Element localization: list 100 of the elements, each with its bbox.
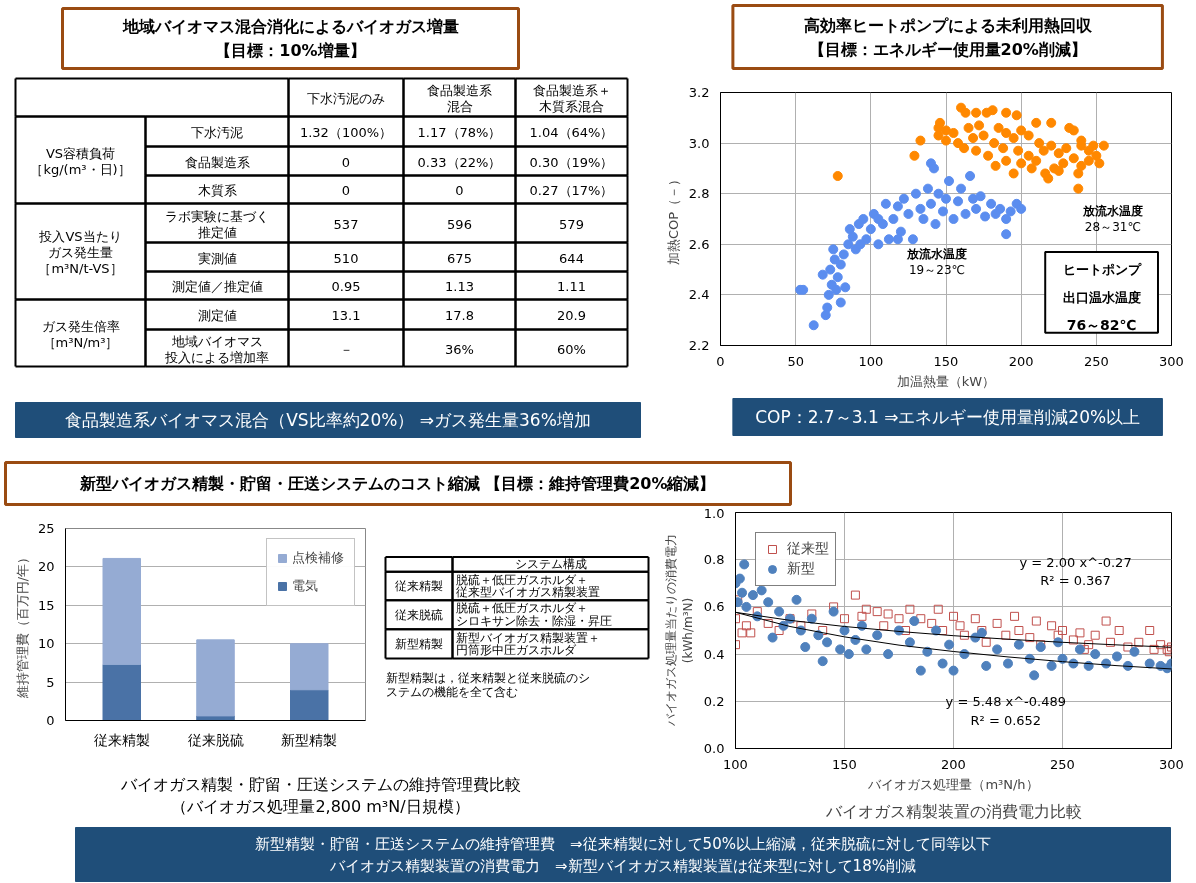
text: 579 (559, 216, 584, 232)
text: 0.95 (331, 279, 361, 294)
text: 0.30（19%） (529, 154, 614, 170)
text: 0 (341, 154, 351, 170)
point (1025, 633, 1035, 643)
point (1123, 642, 1133, 652)
point (992, 618, 1002, 628)
point (1134, 637, 1144, 647)
text: バイオガス精製装置の消費電力 ⇒新型バイオガス精製装置は従来型に対して18%削減 (329, 856, 916, 875)
point (818, 626, 828, 635)
x-tick-label: 250 (1050, 756, 1075, 772)
text: 投入による増加率 (164, 349, 269, 365)
text: 木質系混合 (539, 99, 604, 114)
annotation: R² = 0.367 (1040, 573, 1111, 589)
point (1014, 626, 1024, 635)
x-tick-label: 従来精製 (93, 731, 150, 748)
point (774, 626, 784, 635)
y-tick-label: 25 (37, 521, 55, 536)
text: 13.1 (331, 308, 361, 323)
text: 実測値 (197, 250, 237, 266)
point (894, 614, 904, 624)
y-tick-label: 2.8 (688, 186, 710, 202)
point (905, 604, 915, 614)
point (1053, 630, 1063, 640)
y-tick-label: 2.4 (688, 287, 710, 303)
text: － (339, 341, 353, 357)
text: 円筒形中圧ガスホルダ (455, 643, 577, 658)
y-axis-title: バイオガス処理量当たりの消費電力 (kWh/m³N) (664, 534, 695, 728)
text: 36% (445, 341, 474, 357)
text: 新型精製は，従来精製と従来脱硫のシ (385, 671, 590, 686)
text: ラボ実験に基づく (165, 208, 269, 224)
point (861, 604, 871, 614)
point (1010, 611, 1020, 621)
x-axis-title: バイオガス処理量（m³N/h） (867, 776, 1039, 792)
bar (102, 557, 141, 665)
y-tick-label: 0 (46, 713, 55, 728)
y-axis-title: 加熱COP（－） (665, 172, 681, 266)
y-tick-label: 0.4 (703, 646, 725, 662)
point (955, 621, 965, 631)
text: 1.04（64%） (529, 125, 614, 140)
point (1105, 637, 1115, 647)
text: 従来型バイオガス精製装置 (455, 585, 600, 600)
text: バイオガス精製装置の消費電力比較 (824, 801, 1082, 821)
y-tick-label: 20 (37, 559, 55, 575)
text: 地域バイオマス混合消化によるバイオガス増量 (121, 17, 459, 36)
y-tick-label: 1.0 (703, 505, 725, 521)
text: 従来精製 (395, 579, 443, 594)
text: 17.8 (445, 308, 474, 323)
text: 新型精製・貯留・圧送システムの維持管理費 ⇒従来精製に対して50%以上縮減，従来脱硫に対して同等以下 (255, 834, 991, 853)
x-tick-label: 150 (933, 353, 959, 369)
x-tick-label: 100 (858, 353, 884, 369)
text: ［m³N/m³］ (42, 334, 119, 350)
point (807, 609, 817, 619)
text: 食品製造系バイオマス混合（VS比率約20%） ⇒ガス発生量36%増加 (65, 410, 591, 430)
chart-subtitle: 【目標：エネルギー使用量20%削減】 (808, 39, 1087, 59)
text: 投入VS当たり (38, 229, 122, 244)
annotation: 放流水温度 (1081, 204, 1143, 219)
text: VS容積負荷 (45, 145, 116, 161)
text: 下水汚泥 (191, 125, 243, 140)
text: 1.11 (557, 279, 586, 294)
text: 596 (447, 216, 472, 232)
x-tick-label: 50 (787, 353, 804, 369)
text: 510 (333, 250, 359, 266)
y-tick-label: 0.0 (703, 741, 725, 756)
x-tick-label: 200 (1008, 353, 1034, 369)
point (1090, 630, 1100, 640)
text: 新型バイオガス精製・貯留・圧送システムのコスト縮減 【目標：維持管理費20%縮減】 (78, 474, 716, 493)
text: 混合 (446, 99, 473, 114)
y-tick-label: 15 (37, 597, 55, 613)
point (959, 630, 969, 640)
x-tick-label: 新型精製 (281, 731, 338, 748)
text: 1.17（78%） (417, 125, 502, 140)
x-tick-label: 200 (941, 756, 966, 772)
text: 644 (559, 250, 584, 266)
text: 地域バイオマス (170, 333, 263, 349)
text: 60% (557, 341, 586, 357)
text: 1.13 (445, 279, 474, 294)
annotation: 19～23℃ (908, 262, 965, 277)
text: 【目標：10%増量】 (215, 41, 366, 60)
bar (290, 689, 329, 721)
text: 従来脱硫 (395, 607, 443, 622)
text: 食品製造系＋ (532, 83, 611, 98)
text: 食品製造系 (427, 83, 492, 98)
text: 脱硫＋低圧ガスホルダ＋ (455, 572, 588, 587)
legend-label: 従来型 (787, 540, 829, 558)
point (872, 607, 882, 617)
point (737, 628, 747, 638)
point (1068, 635, 1078, 645)
text: 537 (333, 216, 359, 232)
y-tick-label: 0.6 (703, 599, 725, 615)
text: バイオガス精製・貯留・圧送システムの維持管理費比較 (119, 775, 521, 794)
text: 675 (447, 250, 472, 266)
text: ステムの機能を全て含む (385, 685, 518, 700)
point (1114, 626, 1124, 635)
bar (196, 639, 235, 717)
y-tick-label: 2.2 (688, 338, 710, 353)
annotation: 28～31℃ (1084, 219, 1141, 234)
text: 0 (341, 183, 351, 198)
point (949, 611, 958, 621)
text: （バイオガス処理量2,800 m³N/日規模） (171, 797, 470, 816)
